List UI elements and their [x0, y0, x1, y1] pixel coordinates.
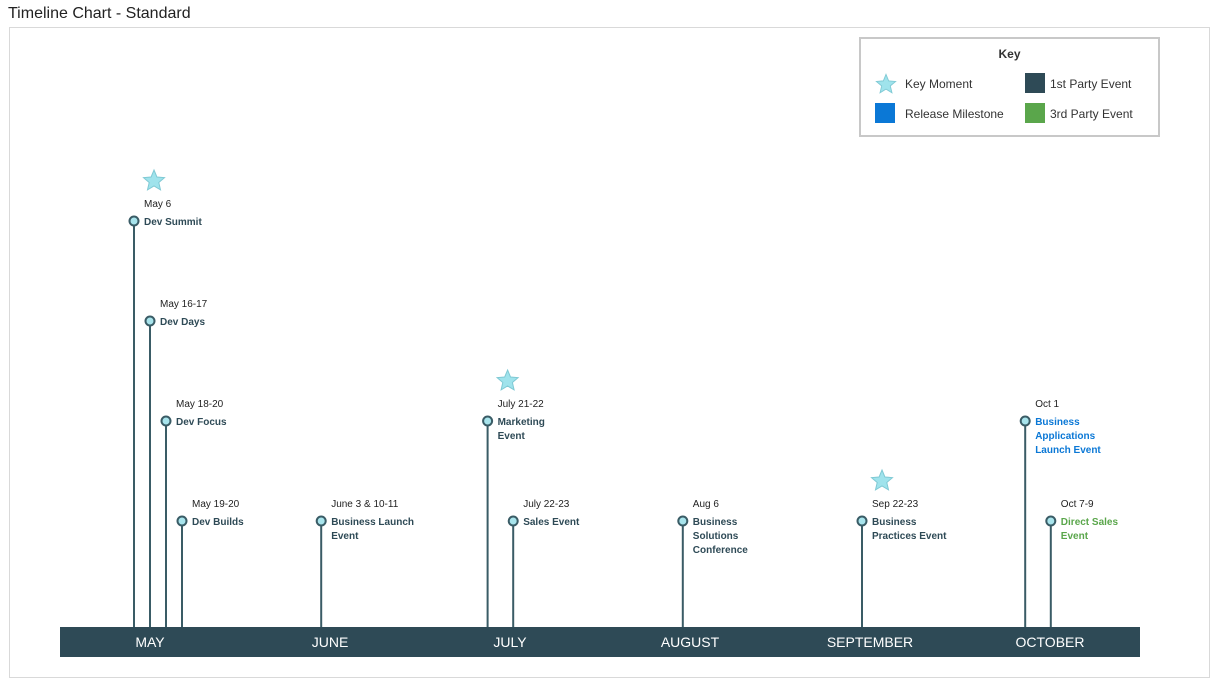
event-name: Business Applications Launch Event: [1035, 417, 1101, 456]
month-label: OCTOBER: [1016, 634, 1085, 650]
event-date: May 16-17: [160, 299, 208, 310]
legend-label-third-party: 3rd Party Event: [1050, 107, 1133, 121]
event-name: Business Practices Event: [872, 517, 947, 542]
key-moment-star-icon: [870, 468, 894, 491]
event-date: Sep 22-23: [872, 499, 919, 510]
event-name: Dev Builds: [192, 517, 244, 528]
event-date: July 22-23: [523, 499, 570, 510]
event-marker: [144, 315, 156, 327]
event-name: Sales Event: [523, 517, 580, 528]
event-date: Oct 1: [1035, 399, 1059, 410]
event-marker: [1019, 415, 1031, 427]
event-name: Business Launch Event: [331, 517, 414, 542]
chart-frame: [9, 27, 1210, 678]
event-date: June 3 & 10-11: [331, 499, 399, 510]
legend-label-key-moment: Key Moment: [905, 77, 973, 91]
event-marker: [507, 515, 519, 527]
event-name: Marketing Event: [498, 417, 545, 442]
timeline-axis-bar: [60, 627, 1140, 657]
event-date: July 21-22: [498, 399, 545, 410]
key-moment-star-icon: [495, 368, 520, 391]
legend-box: Key Key Moment 1st Party Event Release M…: [859, 37, 1160, 137]
event-marker: [677, 515, 689, 527]
event-marker: [1045, 515, 1057, 527]
event-marker: [160, 415, 172, 427]
legend-swatch-release-milestone: [875, 103, 895, 123]
event-date: May 6: [144, 199, 172, 210]
legend-swatch-first-party: [1025, 73, 1045, 93]
legend-swatch-third-party: [1025, 103, 1045, 123]
month-label: MAY: [135, 634, 165, 650]
legend-label-release-milestone: Release Milestone: [905, 107, 1004, 121]
event-marker: [176, 515, 188, 527]
event-date: May 19-20: [192, 499, 240, 510]
event-name: Dev Focus: [176, 417, 227, 428]
event-name: Dev Summit: [144, 217, 202, 228]
event-date: May 18-20: [176, 399, 224, 410]
event-marker: [856, 515, 868, 527]
page-title: Timeline Chart - Standard: [8, 5, 191, 22]
event-name: Direct Sales Event: [1061, 517, 1119, 542]
event-name: Dev Days: [160, 317, 205, 328]
key-moment-star-icon: [142, 168, 166, 191]
month-label: AUGUST: [661, 634, 720, 650]
event-name: Business Solutions Conference: [693, 517, 748, 556]
star-icon: [875, 73, 897, 94]
legend-title: Key: [998, 47, 1021, 61]
event-marker: [315, 515, 327, 527]
legend-label-first-party: 1st Party Event: [1050, 77, 1132, 91]
event-date: Aug 6: [693, 499, 720, 510]
month-label: SEPTEMBER: [827, 634, 913, 650]
event-marker: [128, 215, 140, 227]
month-label: JULY: [493, 634, 527, 650]
event-date: Oct 7-9: [1061, 499, 1094, 510]
month-label: JUNE: [312, 634, 349, 650]
event-marker: [482, 415, 494, 427]
